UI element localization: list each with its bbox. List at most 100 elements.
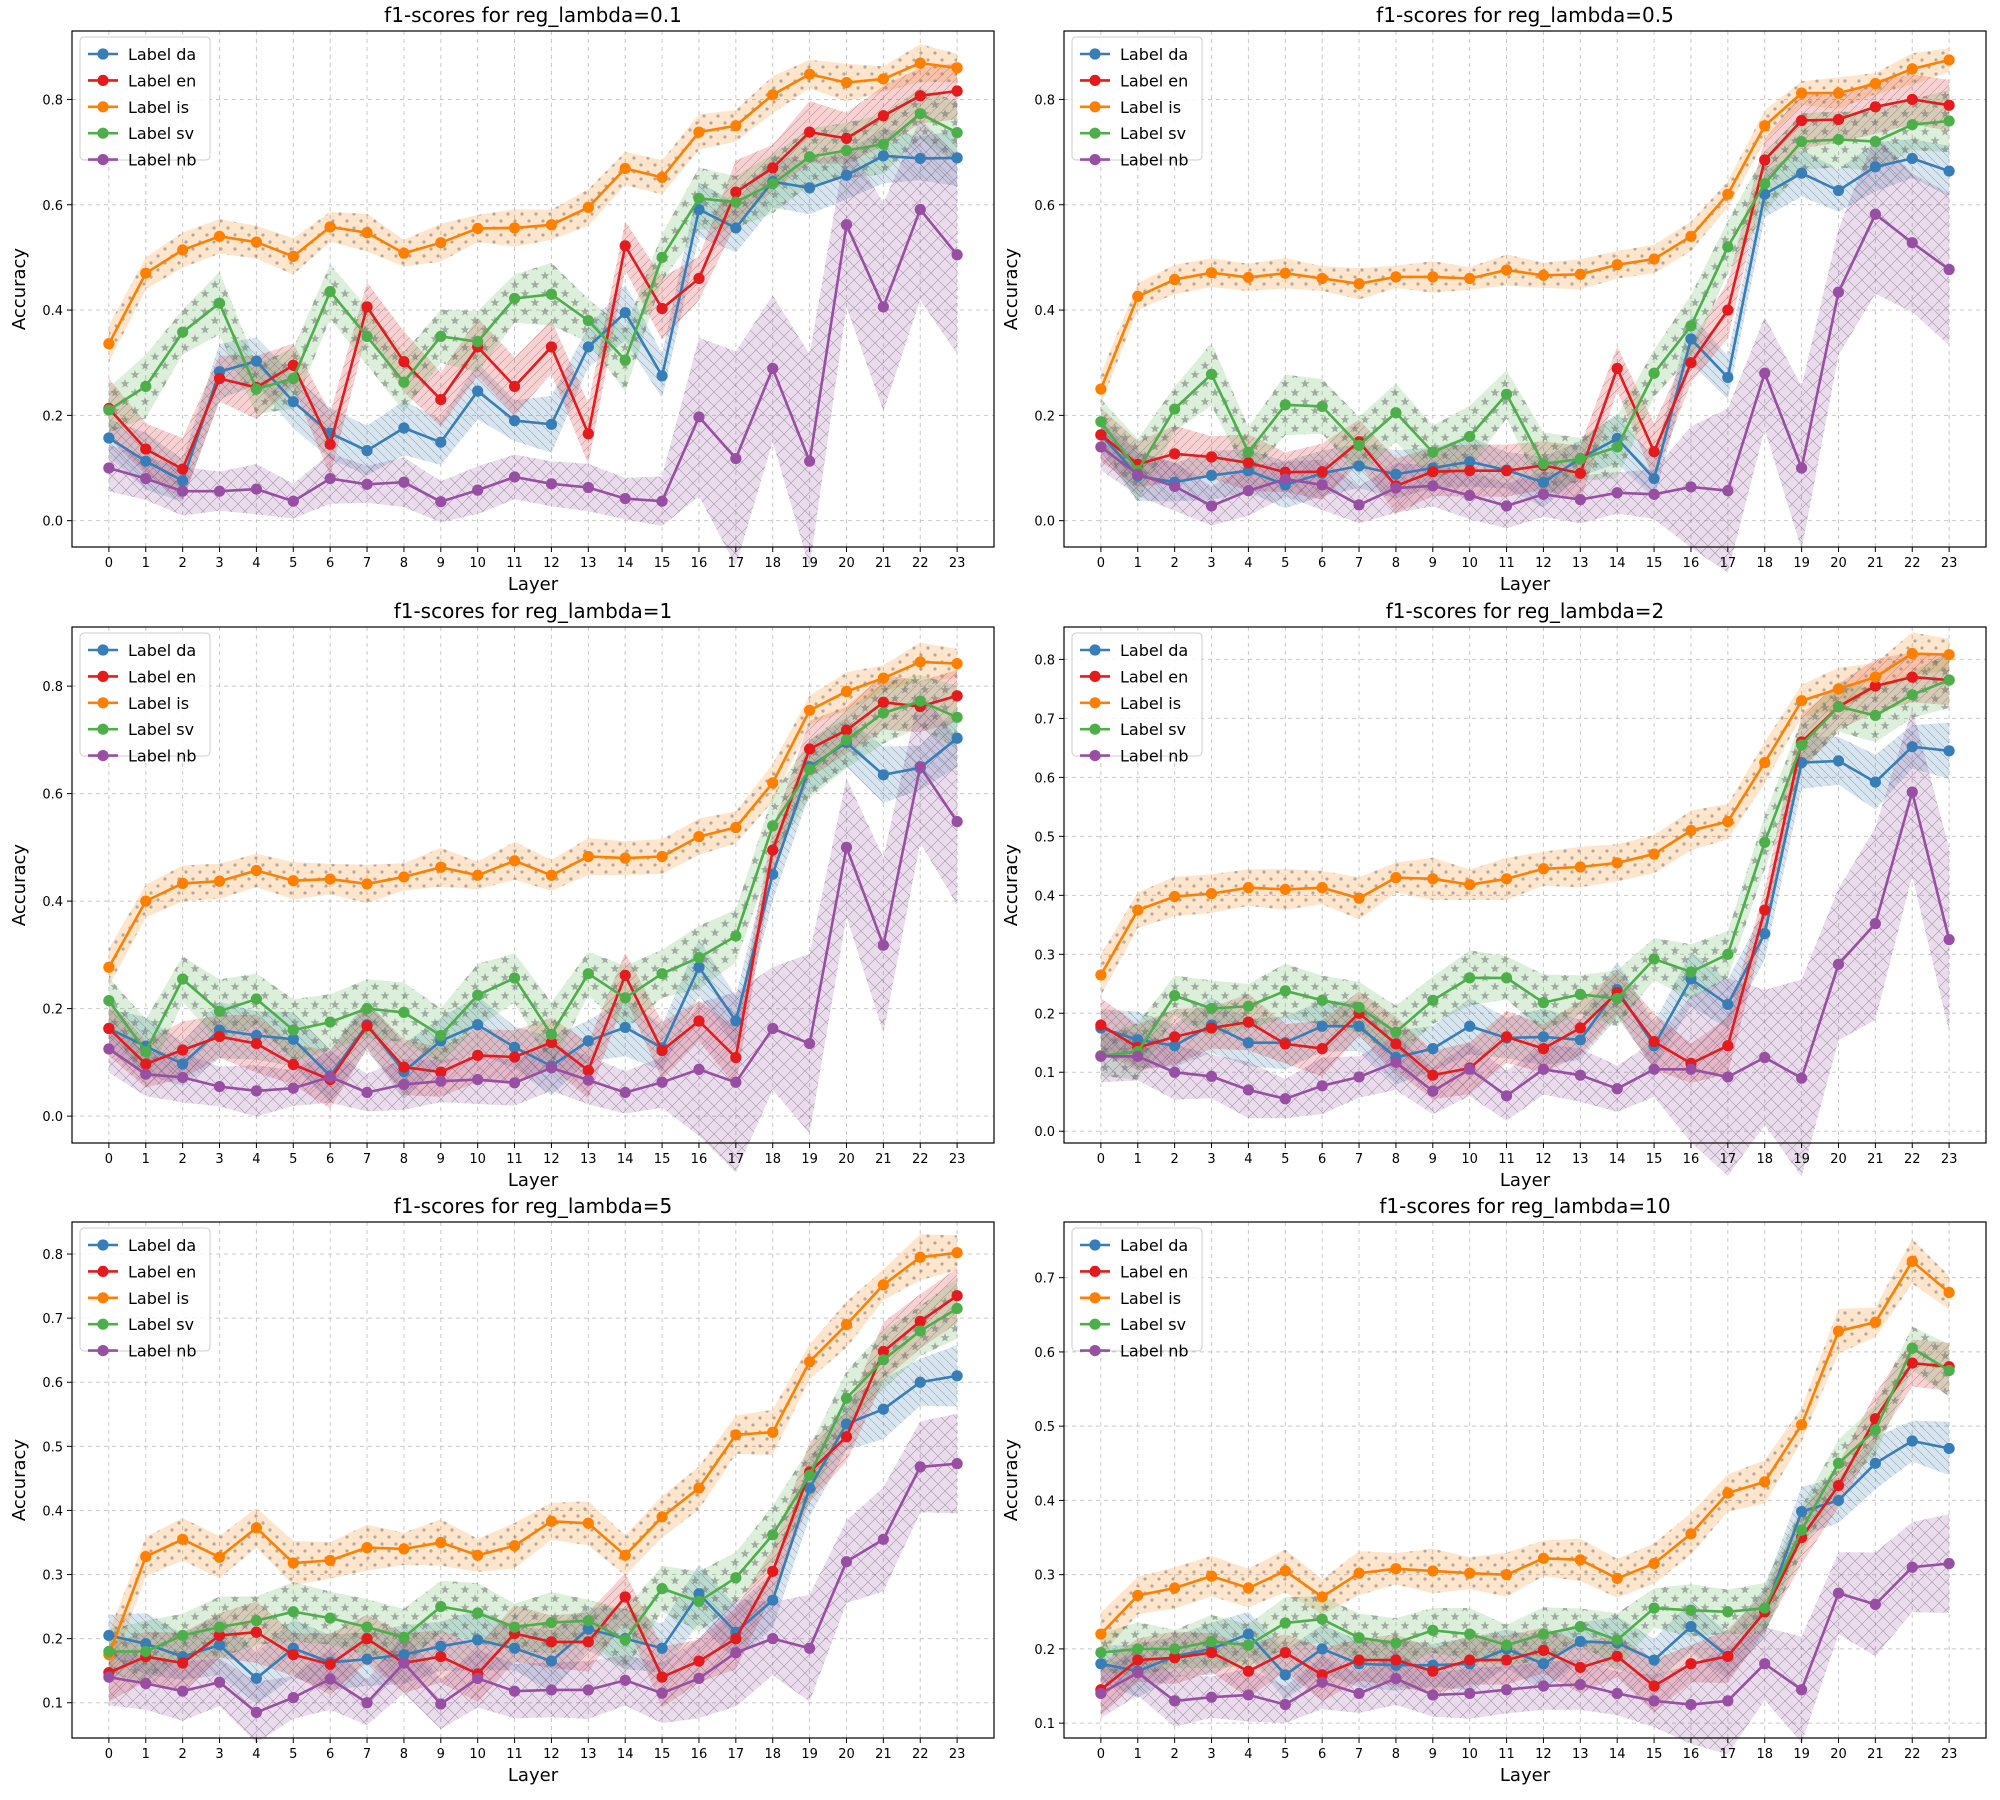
legend-label-en: Label en bbox=[1120, 667, 1188, 686]
data-point-en bbox=[287, 359, 299, 371]
data-point-sv bbox=[1759, 178, 1771, 190]
data-point-is bbox=[1906, 647, 1918, 660]
series-line-da bbox=[108, 737, 958, 1078]
x-tick-label: 7 bbox=[363, 556, 371, 571]
data-point-en bbox=[1095, 429, 1107, 441]
x-tick-label: 20 bbox=[838, 556, 855, 571]
series-line-sv bbox=[1100, 1346, 1950, 1654]
data-point-is bbox=[1095, 383, 1107, 395]
y-tick-label: 0.4 bbox=[42, 304, 63, 319]
data-point-is bbox=[545, 219, 558, 231]
data-point-da bbox=[582, 1623, 594, 1635]
legend-swatch-marker-is bbox=[97, 1292, 109, 1304]
x-tick-label: 15 bbox=[1646, 1152, 1663, 1167]
data-point-da bbox=[472, 1019, 484, 1031]
x-tick-label: 1 bbox=[1134, 556, 1142, 571]
data-point-sv bbox=[840, 734, 853, 746]
data-point-sv bbox=[1353, 1632, 1365, 1644]
data-point-nb bbox=[177, 1685, 189, 1697]
data-point-sv bbox=[951, 1302, 963, 1315]
x-tick-label: 19 bbox=[801, 1152, 818, 1167]
data-point-nb bbox=[1390, 1056, 1402, 1068]
data-point-sv bbox=[914, 695, 926, 707]
data-point-nb bbox=[730, 1647, 742, 1659]
data-point-sv bbox=[324, 286, 336, 298]
data-point-da bbox=[508, 415, 521, 427]
x-tick-label: 13 bbox=[1572, 1152, 1589, 1167]
data-point-sv bbox=[767, 1529, 779, 1541]
x-tick-label: 14 bbox=[1609, 1747, 1626, 1762]
data-point-is bbox=[619, 162, 631, 175]
data-point-is bbox=[582, 201, 594, 213]
x-tick-label: 3 bbox=[215, 1152, 223, 1167]
data-point-is bbox=[1132, 1589, 1144, 1602]
data-point-sv bbox=[1796, 135, 1808, 148]
data-point-sv bbox=[1611, 1634, 1623, 1646]
data-point-da bbox=[1242, 1628, 1254, 1640]
data-point-en bbox=[250, 1626, 262, 1638]
data-point-nb bbox=[324, 1673, 336, 1685]
legend-label-sv: Label sv bbox=[1120, 720, 1186, 739]
x-tick-label: 23 bbox=[1941, 1152, 1958, 1167]
chart-panel-1: 0 1 2 3 4 5 6 7 8 9 10 11 12 13 14 15 16 17 18 19 20 21 22 230.… bbox=[9, 3, 995, 595]
series-line-en bbox=[1100, 1361, 1950, 1691]
y-tick-label: 0.4 bbox=[42, 895, 63, 910]
data-point-nb bbox=[508, 1685, 521, 1697]
x-tick-label: 12 bbox=[1535, 556, 1552, 571]
y-tick-label: 0.8 bbox=[42, 1248, 63, 1263]
data-point-sv bbox=[545, 1617, 558, 1629]
x-tick-label: 8 bbox=[1392, 1747, 1400, 1762]
data-point-sv bbox=[1832, 133, 1845, 146]
legend-swatch-marker-da bbox=[97, 1239, 109, 1251]
legend-label-nb: Label nb bbox=[1120, 1342, 1189, 1361]
data-point-da bbox=[361, 445, 373, 457]
x-tick-label: 16 bbox=[1683, 1152, 1700, 1167]
data-point-is bbox=[1169, 273, 1181, 286]
x-axis-label: Layer bbox=[508, 1170, 559, 1191]
legend-label-en: Label en bbox=[1120, 71, 1188, 90]
x-tick-label: 21 bbox=[1867, 556, 1884, 571]
data-point-is bbox=[1832, 683, 1845, 695]
x-tick-label: 15 bbox=[654, 556, 671, 571]
data-point-en bbox=[1869, 101, 1881, 113]
x-tick-label: 11 bbox=[506, 1152, 523, 1167]
data-point-en bbox=[177, 1044, 189, 1056]
legend: Label da Label en Label is Label sv Label nb bbox=[1071, 36, 1203, 170]
x-tick-label: 13 bbox=[580, 1152, 597, 1167]
legend-label-nb: Label nb bbox=[1120, 747, 1189, 766]
data-point-sv bbox=[1722, 1606, 1734, 1618]
legend-box bbox=[79, 1227, 211, 1352]
data-point-en bbox=[545, 1636, 558, 1648]
data-point-nb bbox=[767, 362, 779, 375]
data-point-da bbox=[1832, 184, 1845, 197]
x-tick-label: 4 bbox=[1244, 1747, 1252, 1762]
x-tick-label: 17 bbox=[728, 1747, 745, 1762]
data-point-nb bbox=[140, 1068, 152, 1080]
data-point-is bbox=[1611, 259, 1623, 271]
data-point-en bbox=[287, 1058, 299, 1071]
data-point-sv bbox=[1316, 400, 1328, 413]
data-point-is bbox=[398, 1543, 410, 1555]
data-point-is bbox=[472, 222, 484, 235]
data-point-is bbox=[361, 1542, 373, 1554]
data-point-en bbox=[914, 1315, 926, 1327]
data-point-da bbox=[1279, 1669, 1291, 1681]
data-point-nb bbox=[1685, 481, 1697, 493]
x-tick-label: 14 bbox=[617, 1747, 634, 1762]
data-point-da bbox=[140, 455, 152, 467]
data-point-sv bbox=[1279, 399, 1291, 411]
data-point-sv bbox=[1722, 241, 1734, 253]
data-point-sv bbox=[472, 1607, 484, 1619]
data-point-sv bbox=[1869, 1424, 1881, 1436]
data-point-is bbox=[361, 878, 373, 890]
data-point-sv bbox=[1427, 1624, 1439, 1636]
data-point-nb bbox=[1574, 1069, 1586, 1081]
data-point-da bbox=[1390, 468, 1402, 480]
data-point-da bbox=[914, 1376, 926, 1388]
data-point-sv bbox=[1205, 1002, 1218, 1015]
x-tick-label: 10 bbox=[469, 1152, 486, 1167]
data-point-sv bbox=[140, 380, 152, 393]
data-point-sv bbox=[1169, 1643, 1181, 1655]
data-point-is bbox=[656, 171, 668, 183]
